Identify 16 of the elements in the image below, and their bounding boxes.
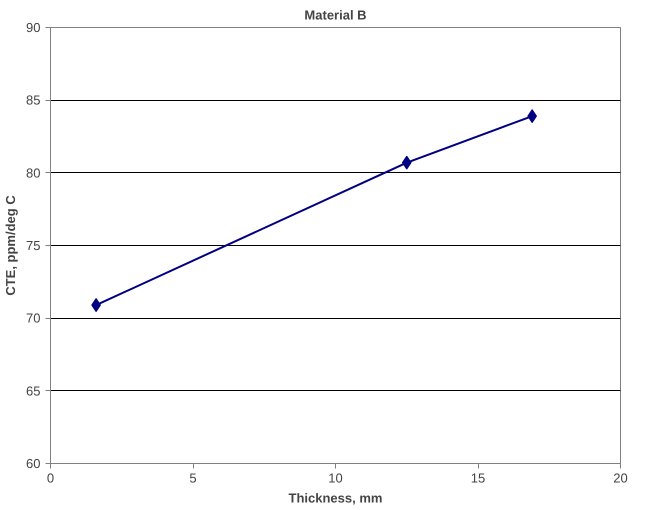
- y-tick-label: 90: [26, 20, 41, 35]
- y-tick-label: 60: [26, 456, 41, 471]
- y-axis-title: CTE, ppm/deg C: [3, 194, 18, 296]
- y-tick-label: 80: [26, 165, 41, 180]
- x-tick-label: 10: [328, 470, 343, 486]
- y-tick-label: 75: [26, 238, 41, 253]
- y-tick-label: 65: [26, 383, 41, 398]
- x-tick-label: 20: [613, 470, 628, 486]
- x-tick-label: 5: [189, 470, 197, 486]
- chart-title: Material B: [304, 8, 367, 22]
- x-tick-label: 15: [470, 470, 486, 486]
- y-tick-label: 85: [26, 92, 41, 108]
- x-tick-label: 0: [46, 470, 54, 486]
- x-axis-title: Thickness, mm: [288, 490, 382, 506]
- y-tick-label: 70: [26, 310, 41, 326]
- point: [402, 156, 412, 170]
